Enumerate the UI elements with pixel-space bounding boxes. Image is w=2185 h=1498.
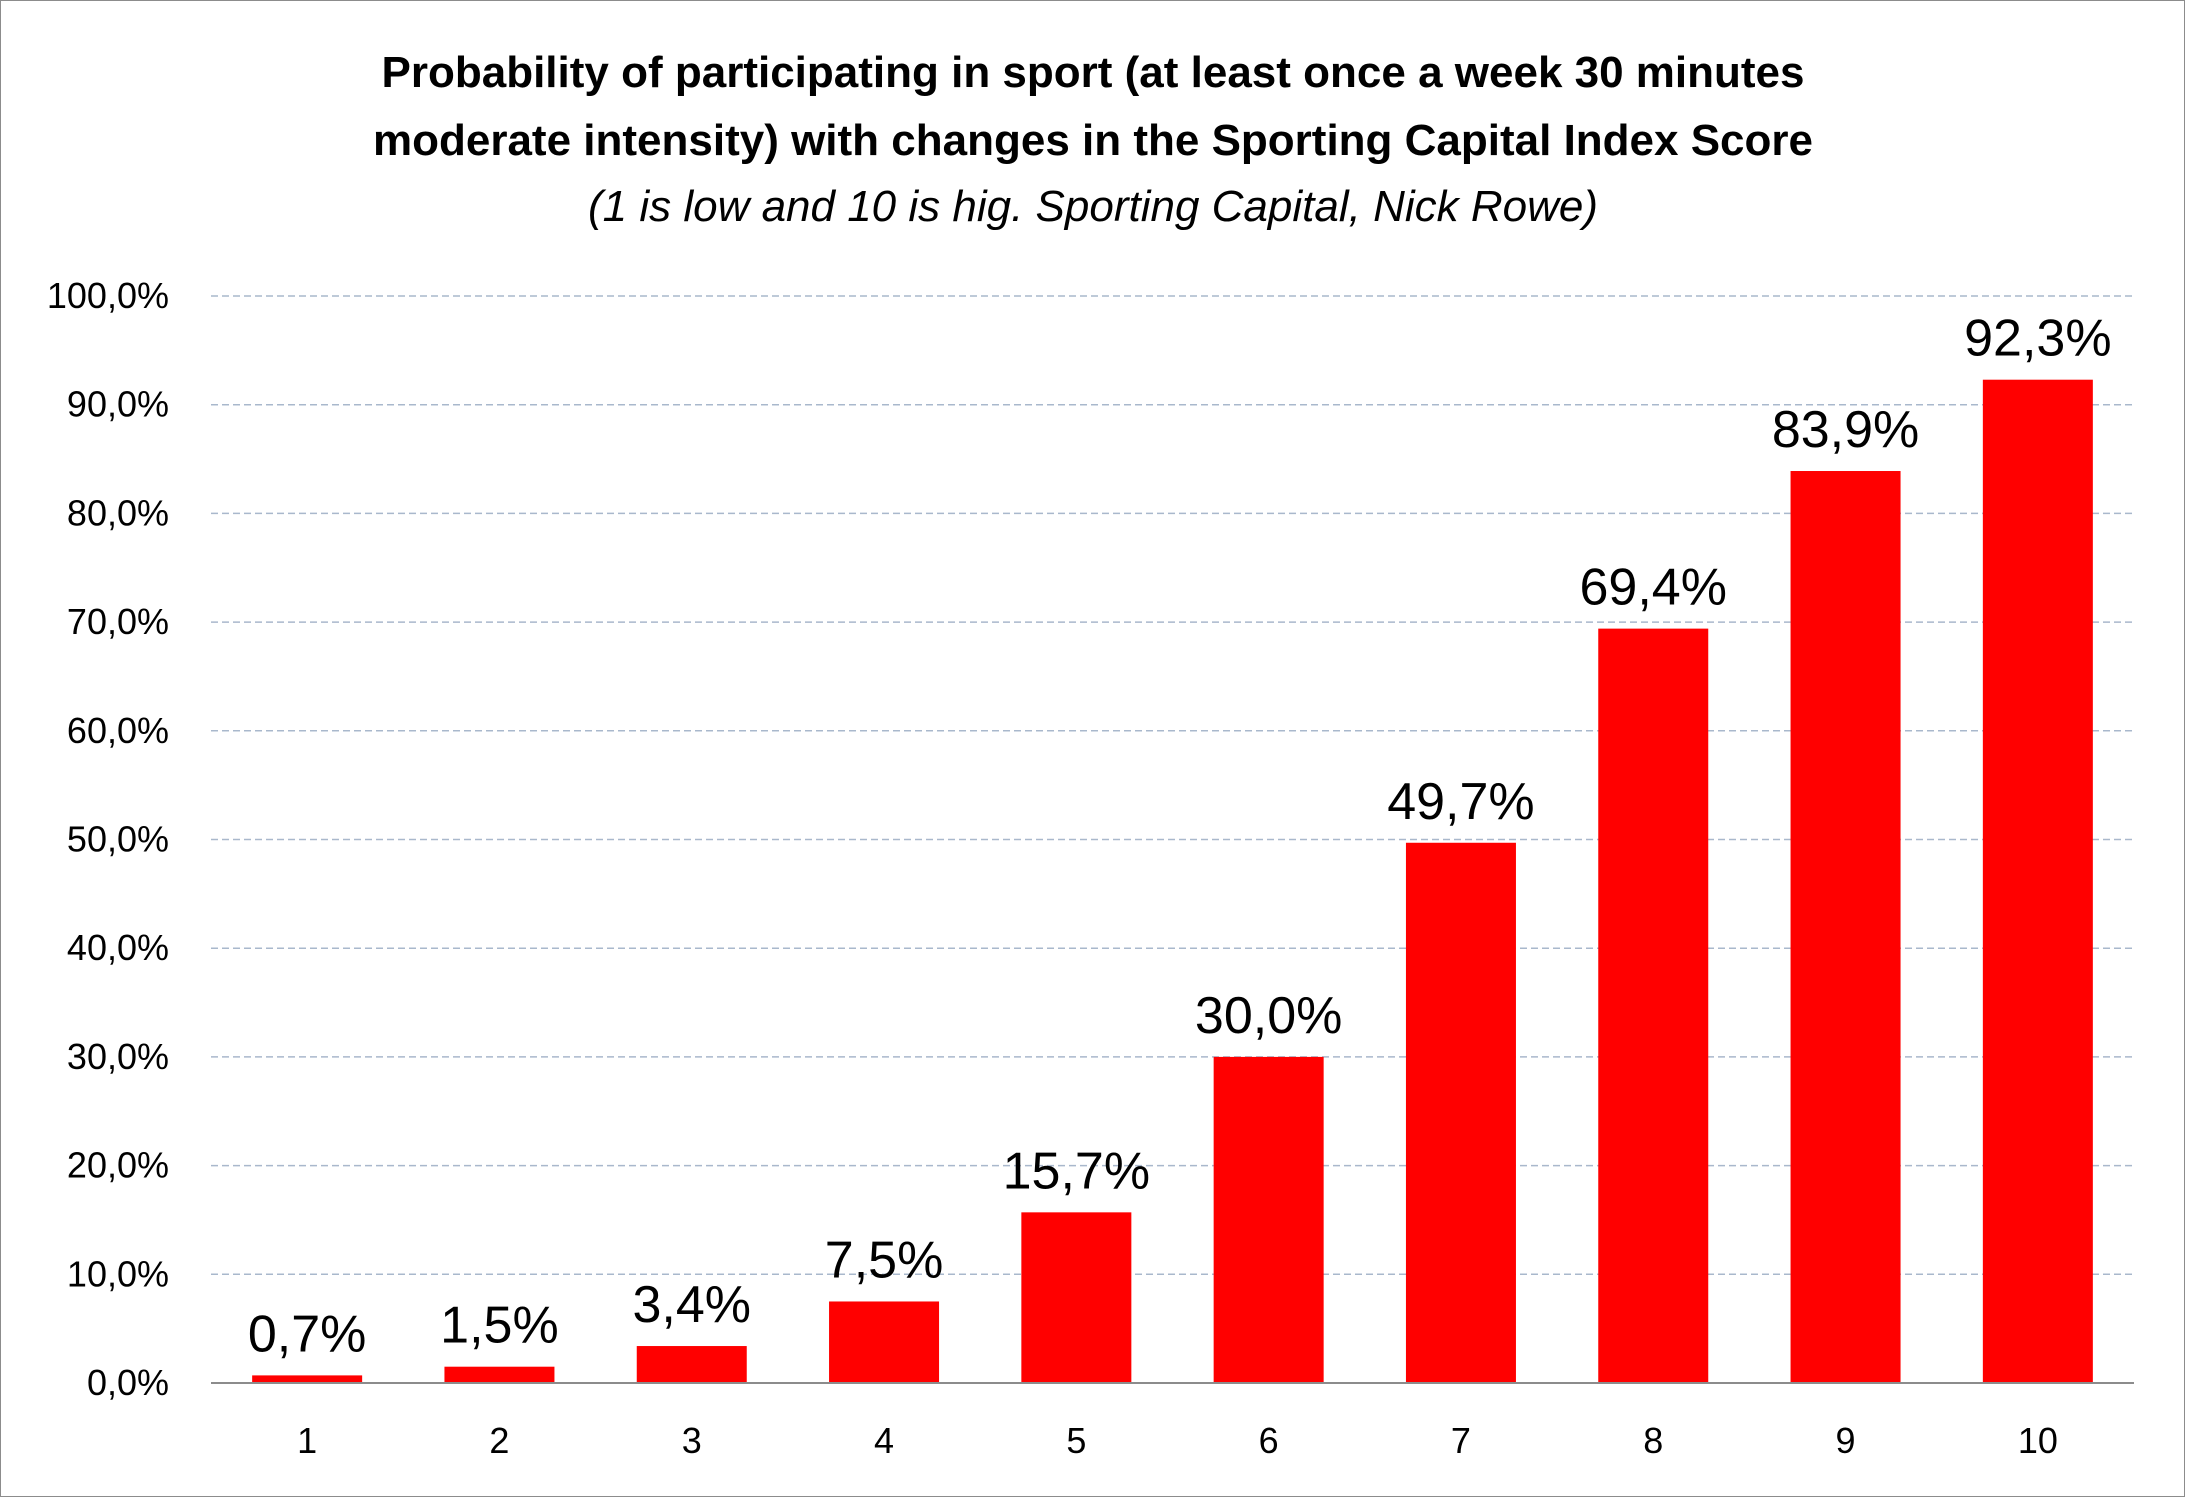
y-axis-tick-labels: 0,0% 10,0% 20,0% 30,0% 40,0% 50,0% 60,0% 70,0% 8… xyxy=(47,275,169,1403)
bar xyxy=(1982,379,2093,1384)
data-label: 15,7% xyxy=(1003,1142,1150,1200)
x-tick-label: 3 xyxy=(682,1420,702,1461)
data-labels: 0,7% 1,5% 3,4% 7,5% 15,7% 30,0% 49,7% 69,4% 83,9… xyxy=(248,310,2112,1364)
bar xyxy=(444,1366,555,1383)
data-label: 0,7% xyxy=(248,1305,367,1363)
y-tick-label: 50,0% xyxy=(67,819,169,860)
x-tick-label: 8 xyxy=(1643,1420,1663,1461)
data-label: 49,7% xyxy=(1387,773,1534,831)
chart-title-line-2: moderate intensity) with changes in the … xyxy=(373,116,1813,165)
data-label: 69,4% xyxy=(1580,559,1727,617)
x-tick-label: 10 xyxy=(2018,1420,2058,1461)
gridlines xyxy=(211,295,2134,1276)
bar xyxy=(829,1301,940,1383)
x-tick-label: 6 xyxy=(1259,1420,1279,1461)
x-tick-label: 7 xyxy=(1451,1420,1471,1461)
x-tick-label: 1 xyxy=(297,1420,317,1461)
x-tick-label: 5 xyxy=(1066,1420,1086,1461)
y-tick-label: 70,0% xyxy=(67,601,169,642)
y-tick-label: 40,0% xyxy=(67,927,169,968)
y-tick-label: 80,0% xyxy=(67,492,169,533)
bar xyxy=(636,1346,747,1383)
bar xyxy=(1790,471,1901,1384)
x-tick-label: 2 xyxy=(489,1420,509,1461)
bars xyxy=(252,379,2093,1384)
bar xyxy=(1598,628,1709,1383)
bar xyxy=(1213,1056,1324,1383)
data-label: 30,0% xyxy=(1195,987,1342,1045)
bar xyxy=(252,1375,363,1383)
y-tick-label: 20,0% xyxy=(67,1145,169,1186)
x-tick-label: 9 xyxy=(1836,1420,1856,1461)
x-axis-tick-labels: 1 2 3 4 5 6 7 8 9 10 xyxy=(297,1420,2058,1461)
chart-title-line-1: Probability of participating in sport (a… xyxy=(382,48,1805,97)
data-label: 1,5% xyxy=(440,1297,559,1355)
y-tick-label: 10,0% xyxy=(67,1253,169,1294)
y-tick-label: 30,0% xyxy=(67,1036,169,1077)
y-tick-label: 90,0% xyxy=(67,384,169,425)
y-tick-label: 0,0% xyxy=(87,1362,169,1403)
y-tick-label: 60,0% xyxy=(67,710,169,751)
data-label: 3,4% xyxy=(632,1276,751,1334)
x-tick-label: 4 xyxy=(874,1420,894,1461)
bar xyxy=(1405,842,1516,1383)
chart-subtitle: (1 is low and 10 is hig. Sporting Capita… xyxy=(588,182,1598,231)
bar xyxy=(1021,1212,1132,1383)
data-label: 92,3% xyxy=(1964,310,2111,368)
data-label: 83,9% xyxy=(1772,401,1919,459)
y-tick-label: 100,0% xyxy=(47,275,169,316)
data-label: 7,5% xyxy=(825,1231,944,1289)
